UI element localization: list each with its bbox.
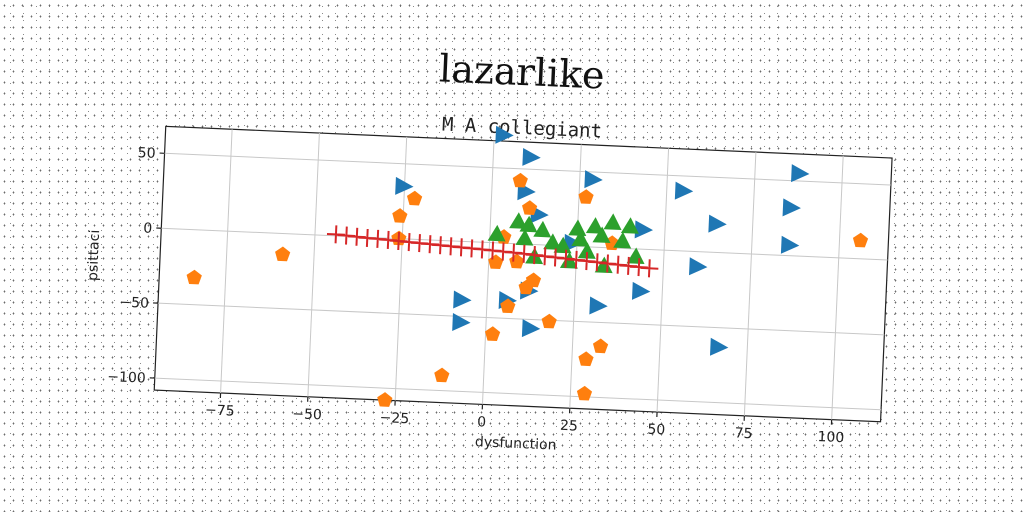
- triangle-up-point: [533, 220, 552, 238]
- pentagon-point: [434, 367, 450, 383]
- grid: [154, 129, 891, 420]
- x-grid-line: [656, 148, 670, 413]
- pentagon-point: [578, 189, 594, 204]
- triangle-up-point: [509, 212, 528, 229]
- x-grid-line: [569, 144, 582, 409]
- x-tick-label: 25: [560, 418, 579, 435]
- y-grid-line: [154, 377, 882, 411]
- triangle-up-point: [613, 231, 632, 249]
- pentagon-point: [852, 232, 869, 248]
- x-grid-line: [481, 140, 495, 405]
- x-grid-line: [307, 133, 320, 397]
- pentagon-point: [522, 200, 538, 215]
- pentagon-point: [406, 190, 423, 206]
- x-tick-label: −25: [379, 410, 409, 427]
- triangle-right-point: [453, 290, 472, 309]
- triangle-up-point: [519, 215, 538, 233]
- triangle-up-point: [585, 217, 604, 234]
- triangle-right-point: [782, 198, 801, 217]
- triangle-right-point: [452, 313, 471, 332]
- pentagon-point: [541, 313, 557, 329]
- triangle-right-point: [709, 337, 729, 356]
- pentagon-point: [186, 269, 202, 285]
- x-tick-label: 50: [647, 422, 666, 439]
- y-grid-line: [164, 152, 891, 186]
- pentagon-point: [392, 208, 408, 223]
- pentagon-point: [377, 392, 393, 407]
- triangle-up-point: [577, 242, 596, 259]
- pentagon-point: [500, 298, 516, 314]
- x-tick-label: −75: [205, 402, 235, 419]
- triangle-up-point: [620, 217, 639, 234]
- triangle-up-point: [592, 226, 611, 244]
- pentagon-point: [592, 338, 609, 354]
- x-tick-label: 75: [734, 425, 753, 442]
- x-grid-line: [394, 136, 408, 401]
- triangle-right-point: [495, 125, 514, 144]
- triangle-right-point: [674, 181, 694, 200]
- x-grid-line: [220, 129, 233, 393]
- pentagon-point: [576, 385, 593, 401]
- chart-title: lazarlike: [438, 46, 605, 97]
- triangle-right-point: [522, 147, 541, 166]
- pentagon-point: [578, 351, 594, 367]
- pentagon-point: [512, 172, 528, 188]
- triangle-right-point: [395, 176, 414, 195]
- triangle-up-point: [571, 230, 590, 247]
- y-grid-line: [158, 302, 885, 336]
- triangle-right-point: [791, 164, 810, 183]
- triangle-right-point: [589, 296, 608, 315]
- triangle-right-point: [689, 257, 708, 276]
- triangle-right-point: [634, 220, 654, 239]
- plus-point: [640, 259, 659, 278]
- x-axis-label: dysfunction: [475, 434, 557, 454]
- triangle-right-point: [780, 235, 800, 254]
- y-tick-label: −50: [119, 294, 149, 311]
- y-tick-label: 0: [143, 220, 153, 236]
- y-tick-label: −100: [107, 369, 146, 387]
- x-tick-label: 0: [477, 414, 487, 430]
- triangle-up-point: [515, 229, 534, 246]
- pentagon-point: [525, 272, 542, 288]
- triangle-up-point: [487, 224, 506, 242]
- triangle-up-point: [553, 236, 572, 254]
- triangle-up-point: [603, 213, 622, 231]
- plot-frame: [153, 125, 893, 423]
- y-tick-label: 50: [137, 145, 156, 162]
- x-grid-line: [743, 152, 757, 416]
- data-marks: [186, 125, 869, 407]
- pentagon-point: [485, 326, 501, 341]
- x-tick-label: 100: [817, 429, 844, 446]
- triangle-right-point: [584, 170, 603, 189]
- triangle-up-point: [543, 233, 562, 250]
- axis-ticks: −75 −50 −25 0 25 50 75 100 −100 −50 0 50: [107, 145, 845, 446]
- x-grid-line: [831, 155, 844, 420]
- triangle-right-point: [521, 319, 541, 338]
- chart-subtitle: M A collegiant: [442, 114, 603, 143]
- x-tick-label: −50: [292, 406, 322, 423]
- triangle-right-point: [631, 281, 651, 300]
- triangle-right-point: [708, 214, 727, 233]
- plot-area: −75 −50 −25 0 25 50 75 100 −100 −50 0 50 dysfunctio…: [85, 125, 893, 454]
- y-axis-label: psittaci: [85, 229, 103, 281]
- pentagon-point: [275, 246, 291, 262]
